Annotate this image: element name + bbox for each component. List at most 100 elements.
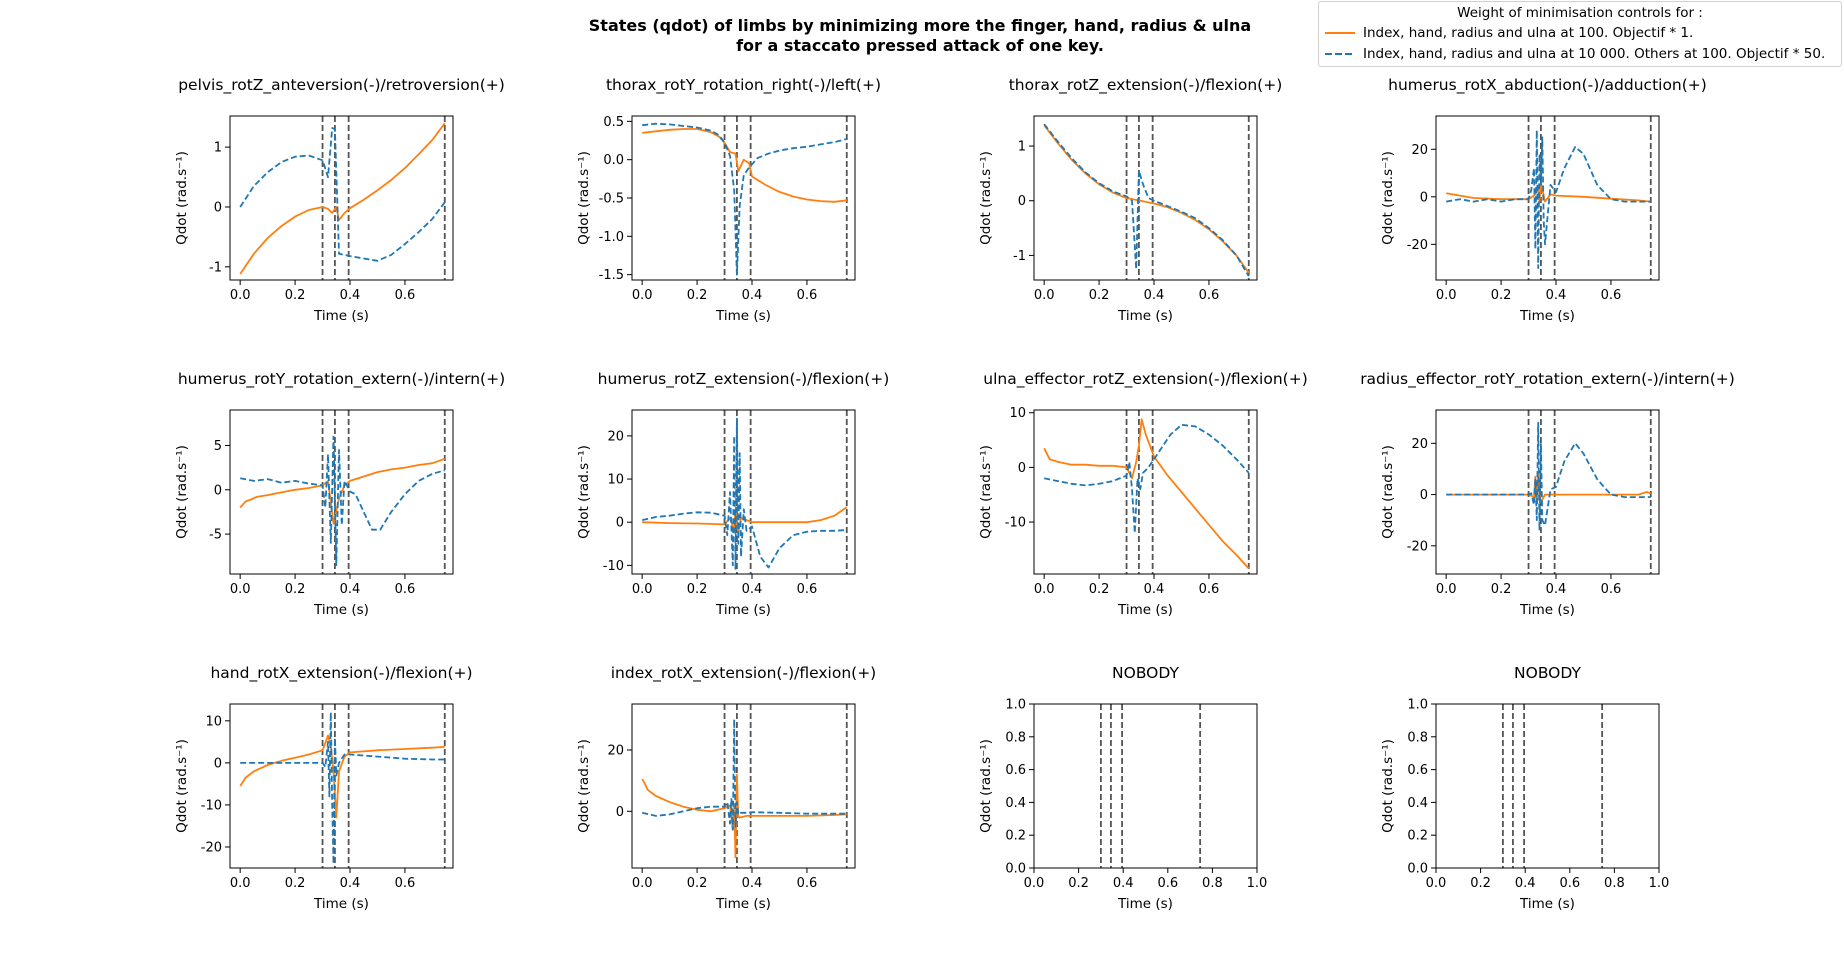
series-line-blue [642, 417, 847, 571]
subplot-title: thorax_rotZ_extension(-)/flexion(+) [1009, 76, 1283, 95]
x-axis-label: Time (s) [1519, 308, 1575, 324]
y-tick-label: 1.0 [1407, 698, 1428, 713]
y-tick-label: -1.5 [599, 268, 624, 283]
subplot-9: 0.0 0.2 0.4 0.6 -20 -10 0 10 hand_rotX_extension… [174, 664, 473, 912]
series-line-blue [642, 122, 848, 276]
figure-title-line-1: States (qdot) of limbs by minimizing mor… [588, 16, 1252, 35]
series-line-orange [641, 773, 847, 859]
legend-entry-blue: Index, hand, radius and ulna at 10 000. … [1319, 44, 1841, 65]
y-tick-label: 0.4 [1005, 796, 1026, 811]
subplot-3: 0.0 0.2 0.4 0.6 -1 0 1 thorax_rotZ_extension(-)… [978, 76, 1282, 324]
subplot-title: humerus_rotY_rotation_extern(-)/intern(+… [178, 370, 505, 389]
y-axis-label: Qdot (rad.s⁻¹) [576, 445, 592, 539]
x-tick-label: 1.0 [1247, 876, 1268, 891]
legend-entry-orange: Index, hand, radius and ulna at 100. Obj… [1319, 23, 1841, 44]
subplot-1: 0.0 0.2 0.4 0.6 -1 0 1 pelvis_rotZ_anteversion(… [174, 76, 505, 324]
y-axis-label: Qdot (rad.s⁻¹) [576, 739, 592, 833]
series-line-blue [1446, 129, 1651, 270]
legend-swatch-dashed [1325, 53, 1355, 55]
x-tick-label: 0.2 [1068, 876, 1089, 891]
x-tick-label: 0.4 [1113, 876, 1134, 891]
y-tick-label: -5 [209, 528, 222, 543]
x-tick-label: 0.2 [1470, 876, 1491, 891]
subplot-title: hand_rotX_extension(-)/flexion(+) [210, 664, 472, 683]
y-axis-label: Qdot (rad.s⁻¹) [174, 151, 190, 245]
y-tick-label: 1 [214, 141, 222, 156]
x-tick-label: 0.4 [1144, 288, 1165, 303]
y-tick-label: 0.6 [1005, 763, 1026, 778]
x-axis-label: Time (s) [313, 896, 369, 912]
axes-frame [631, 409, 856, 575]
x-tick-label: 0.4 [340, 582, 361, 597]
x-axis-label: Time (s) [1117, 308, 1173, 324]
x-tick-label: 0.2 [285, 582, 306, 597]
y-tick-label: -20 [201, 840, 222, 855]
y-tick-label: -0.5 [599, 192, 624, 207]
x-tick-label: 1.0 [1649, 876, 1670, 891]
series-line-orange [642, 128, 847, 203]
legend-label: Index, hand, radius and ulna at 100. Obj… [1363, 25, 1694, 41]
subplot-title: humerus_rotX_abduction(-)/adduction(+) [1388, 76, 1707, 95]
series-line-blue [239, 127, 446, 262]
x-tick-label: 0.0 [230, 876, 251, 891]
y-axis-label: Qdot (rad.s⁻¹) [1380, 739, 1396, 833]
axes-frame [1033, 409, 1258, 575]
x-tick-label: 0.6 [395, 582, 416, 597]
subplot-8: 0.0 0.2 0.4 0.6 -20 0 20 radius_effector_rotY_r… [1360, 370, 1735, 618]
series-line-blue [1044, 423, 1250, 534]
legend: Weight of minimisation controls for : In… [1318, 1, 1842, 67]
x-tick-label: 0.4 [340, 876, 361, 891]
x-tick-label: 0.4 [742, 288, 763, 303]
series-line-blue [1446, 421, 1651, 532]
y-axis-label: Qdot (rad.s⁻¹) [1380, 151, 1396, 245]
series-line-blue [240, 435, 446, 566]
y-tick-label: 20 [1411, 143, 1428, 158]
y-tick-label: -1.0 [599, 230, 624, 245]
series-line-orange [239, 734, 445, 819]
x-tick-label: 0.4 [1144, 582, 1165, 597]
series-line-orange [1446, 473, 1652, 504]
series-line-blue [642, 718, 847, 831]
y-tick-label: 1.0 [1005, 698, 1026, 713]
y-axis-label: Qdot (rad.s⁻¹) [1380, 445, 1396, 539]
y-axis-label: Qdot (rad.s⁻¹) [978, 739, 994, 833]
x-tick-label: 0.2 [687, 582, 708, 597]
subplot-title: ulna_effector_rotZ_extension(-)/flexion(… [983, 370, 1308, 389]
y-tick-label: 0 [1420, 190, 1428, 205]
y-axis-label: Qdot (rad.s⁻¹) [978, 445, 994, 539]
y-tick-label: -20 [1407, 238, 1428, 253]
axes-frame [229, 115, 454, 281]
y-tick-label: 0.2 [1407, 829, 1428, 844]
y-tick-label: 1 [1018, 140, 1026, 155]
figure-title: States (qdot) of limbs by minimizing mor… [520, 16, 1320, 56]
x-tick-label: 0.4 [742, 582, 763, 597]
x-axis-label: Time (s) [715, 602, 771, 618]
series-line-blue [1043, 123, 1250, 277]
subplot-4: 0.0 0.2 0.4 0.6 -20 0 20 humerus_rotX_abduction… [1380, 76, 1707, 324]
y-tick-label: 0 [1018, 194, 1026, 209]
subplot-title: humerus_rotZ_extension(-)/flexion(+) [598, 370, 890, 389]
x-tick-label: 0.0 [1436, 288, 1457, 303]
axes-frame [1435, 115, 1660, 281]
x-tick-label: 0.6 [1199, 288, 1220, 303]
axes-frame [631, 703, 856, 869]
x-axis-label: Time (s) [1117, 602, 1173, 618]
axes-frame [631, 115, 856, 281]
y-tick-label: 0 [616, 516, 624, 531]
y-tick-label: 0 [1420, 488, 1428, 503]
x-tick-label: 0.6 [797, 876, 818, 891]
y-tick-label: -10 [603, 559, 624, 574]
x-tick-label: 0.4 [1515, 876, 1536, 891]
axes-frame [229, 409, 454, 575]
axes-frame [1033, 703, 1258, 869]
y-tick-label: -10 [1005, 516, 1026, 531]
y-tick-label: 0.0 [1005, 862, 1026, 877]
y-tick-label: -1 [1013, 249, 1026, 264]
x-axis-label: Time (s) [1117, 896, 1173, 912]
series-line-orange [239, 457, 446, 525]
x-axis-label: Time (s) [313, 308, 369, 324]
x-tick-label: 0.0 [632, 876, 653, 891]
y-tick-label: -1 [209, 260, 222, 275]
x-axis-label: Time (s) [715, 308, 771, 324]
